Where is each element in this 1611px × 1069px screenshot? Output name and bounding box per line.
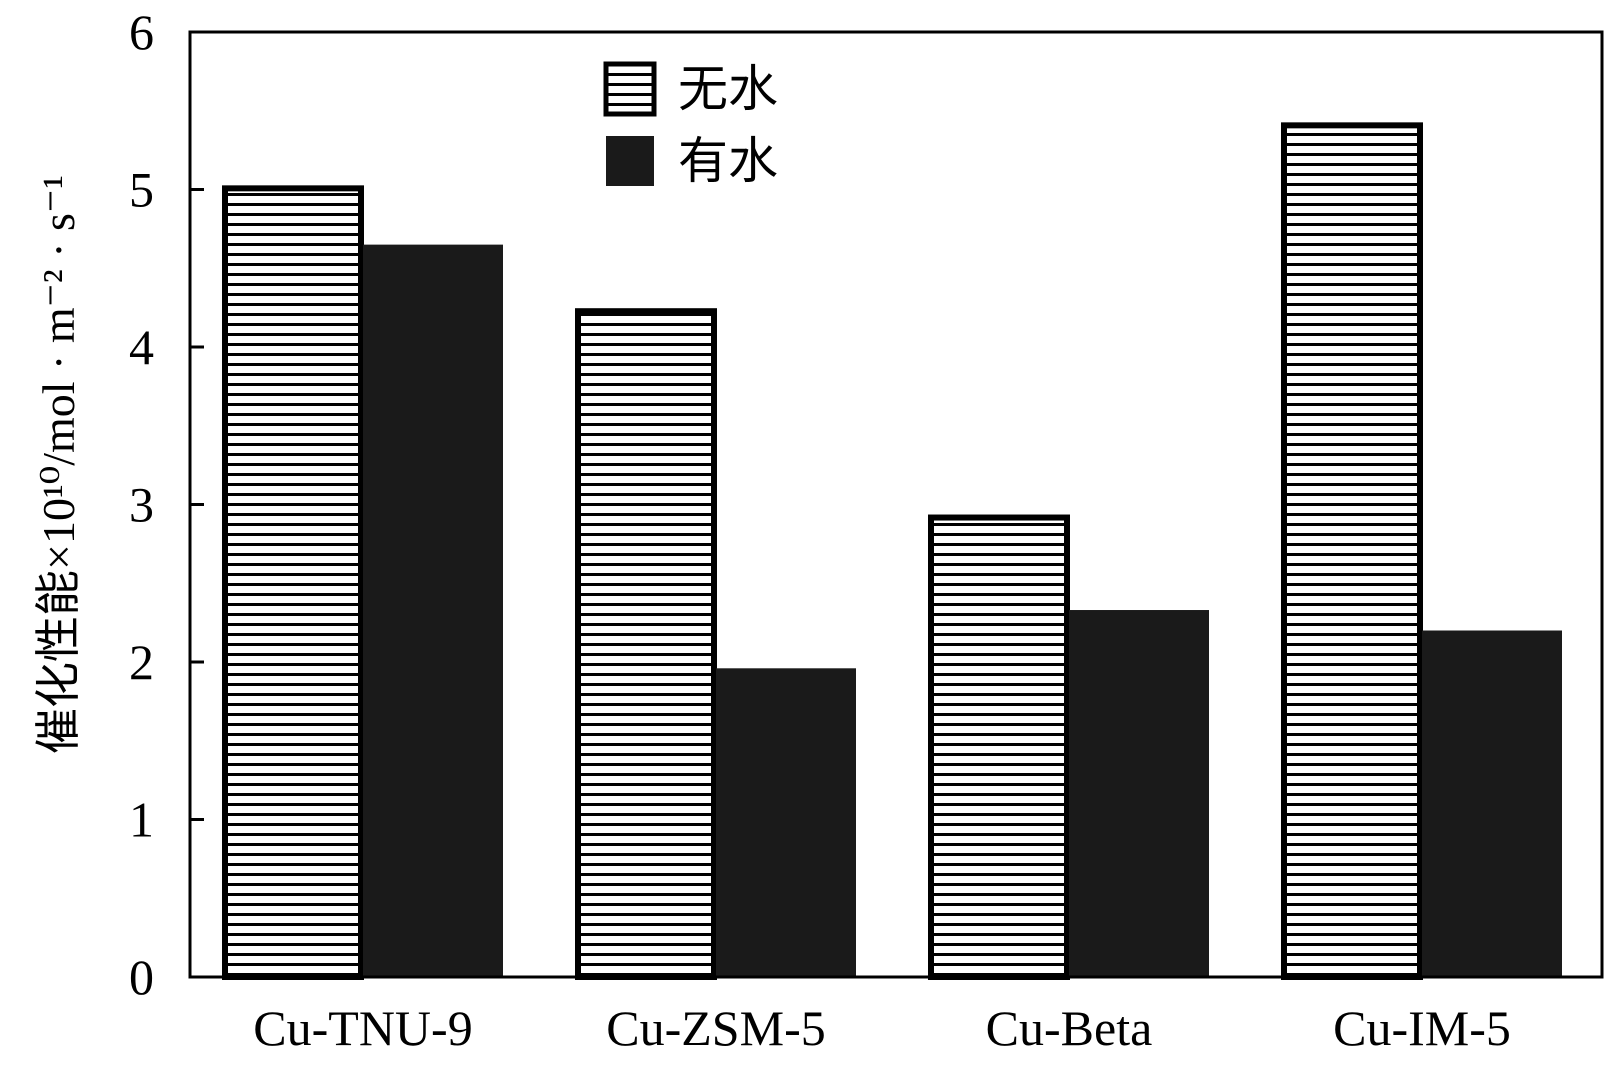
bar-hydrous-cu-beta bbox=[1069, 610, 1209, 977]
y-axis-label: 催化性能×10¹⁰/mol · m⁻² · s⁻¹ bbox=[33, 175, 84, 754]
x-axis: Cu-TNU-9 Cu-ZSM-5 Cu-Beta Cu-IM-5 bbox=[253, 1000, 1511, 1056]
x-tick-label: Cu-ZSM-5 bbox=[606, 1000, 825, 1056]
y-tick-label: 0 bbox=[129, 949, 154, 1005]
legend-swatch-anhydrous bbox=[603, 61, 657, 117]
y-tick-label: 1 bbox=[129, 792, 154, 848]
legend-swatch-hydrous bbox=[606, 136, 654, 186]
y-tick-label: 4 bbox=[129, 319, 154, 375]
y-tick-label: 3 bbox=[129, 477, 154, 533]
legend-label: 有水 bbox=[678, 133, 778, 189]
y-axis: 0 1 2 3 4 5 6 bbox=[129, 4, 204, 1005]
x-tick-label: Cu-TNU-9 bbox=[253, 1000, 472, 1056]
y-tick-label: 2 bbox=[129, 634, 154, 690]
x-tick-label: Cu-Beta bbox=[986, 1000, 1153, 1056]
bar-hydrous-cu-tnu-9 bbox=[363, 244, 503, 977]
bar-anhydrous-cu-beta bbox=[928, 514, 1070, 981]
bar-hydrous-cu-im-5 bbox=[1422, 630, 1562, 977]
bar-anhydrous-cu-zsm-5 bbox=[575, 308, 717, 980]
x-tick-label: Cu-IM-5 bbox=[1333, 1000, 1511, 1056]
y-tick-label: 6 bbox=[129, 4, 154, 60]
y-tick-label: 5 bbox=[129, 162, 154, 218]
bar-anhydrous-cu-im-5 bbox=[1281, 122, 1423, 981]
bar-hydrous-cu-zsm-5 bbox=[716, 668, 856, 977]
bar-anhydrous-cu-tnu-9 bbox=[222, 185, 364, 981]
legend-label: 无水 bbox=[678, 61, 778, 117]
bars-layer bbox=[222, 122, 1562, 981]
